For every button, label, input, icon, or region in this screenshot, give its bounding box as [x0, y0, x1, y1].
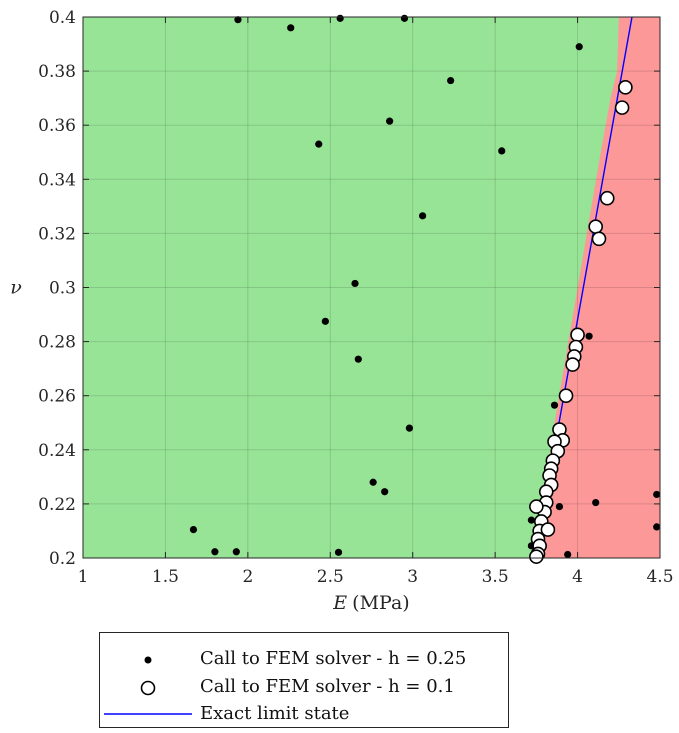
fine-point	[599, 190, 615, 206]
coarse-point	[592, 498, 600, 507]
y-tick-label: 0.32	[38, 224, 76, 244]
y-tick-label: 0.26	[38, 387, 76, 407]
coarse-point	[315, 140, 323, 148]
x-tick-label: 2	[242, 567, 253, 587]
coarse-point	[321, 317, 329, 325]
legend: Call to FEM solver - h = 0.25 Call to FE…	[99, 632, 509, 728]
y-tick-label: 0.4	[49, 8, 76, 28]
coarse-point	[232, 548, 240, 556]
legend-label-coarse: Call to FEM solver - h = 0.25	[200, 648, 467, 669]
coarse-point	[405, 424, 414, 432]
legend-label-fine: Call to FEM solver - h = 0.1	[200, 676, 455, 697]
y-tick-label: 0.2	[49, 549, 76, 569]
coarse-point	[585, 332, 593, 340]
coarse-point	[287, 24, 295, 32]
x-tick-label: 3.5	[482, 567, 509, 587]
coarse-point	[400, 14, 409, 22]
y-tick-label: 0.22	[38, 495, 76, 515]
legend-item-fine: Call to FEM solver - h = 0.1	[100, 674, 508, 704]
coarse-point	[234, 16, 242, 24]
dot-marker-icon	[144, 656, 152, 664]
x-tick-label: 4	[572, 567, 583, 587]
fine-points-layer	[529, 80, 633, 564]
coarse-point	[527, 516, 536, 524]
coarse-point	[334, 548, 343, 556]
coarse-point	[211, 548, 219, 556]
y-tick-label: 0.24	[38, 441, 76, 461]
fine-point	[558, 388, 574, 404]
x-axis-title: E (MPa)	[332, 592, 409, 614]
legend-item-coarse: Call to FEM solver - h = 0.25	[100, 646, 508, 676]
coarse-point	[550, 401, 559, 409]
coarse-point	[447, 76, 455, 85]
fine-point	[565, 357, 580, 372]
legend-label-limit: Exact limit state	[200, 703, 350, 724]
coarse-point	[354, 355, 362, 363]
fine-point	[588, 219, 604, 234]
chart-regions	[83, 17, 660, 558]
coarse-point	[386, 117, 394, 125]
x-tick-label: 1.5	[152, 567, 179, 587]
coarse-point	[653, 523, 661, 531]
y-tick-label: 0.28	[38, 333, 76, 353]
y-tick-label: 0.36	[38, 116, 76, 136]
line-marker-icon	[104, 713, 192, 715]
coarse-point	[351, 279, 359, 288]
coarse-point	[381, 488, 389, 496]
y-tick-label: 0.34	[38, 170, 76, 190]
coarse-point	[575, 43, 583, 51]
coarse-point	[189, 525, 198, 534]
fine-point	[540, 522, 556, 537]
coarse-point	[498, 147, 506, 155]
coarse-point	[336, 14, 344, 22]
coarse-point	[555, 503, 564, 511]
coarse-point	[653, 490, 661, 499]
x-tick-label: 4.5	[646, 567, 673, 587]
y-tick-label: 0.3	[49, 279, 76, 299]
fine-point	[618, 80, 633, 95]
axis-ticks: 1 1.5 2 2.5 3 3.5 4 4.5 0.2 0.22 0.24 0.26 0.28 0.3 0.…	[38, 8, 673, 587]
coarse-point	[564, 550, 572, 559]
fine-point	[529, 499, 544, 514]
circle-marker-icon	[140, 680, 156, 696]
x-tick-label: 3	[407, 567, 418, 587]
legend-item-limit: Exact limit state	[100, 701, 508, 731]
coarse-point	[419, 212, 427, 220]
y-axis-title: ν	[10, 277, 22, 299]
x-tick-label: 1	[78, 567, 89, 587]
fine-point	[529, 549, 544, 564]
fine-point	[570, 327, 585, 343]
x-tick-label: 2.5	[317, 567, 344, 587]
y-tick-label: 0.38	[38, 62, 76, 82]
safe-region	[83, 17, 619, 558]
fine-point	[614, 100, 630, 115]
x-axis-title-units: (MPa)	[352, 592, 410, 614]
chart: 1 1.5 2 2.5 3 3.5 4 4.5 0.2 0.22 0.24 0.26 0.28 0.3 0.…	[10, 8, 673, 614]
fine-point	[591, 231, 607, 247]
coarse-point	[369, 478, 377, 486]
x-axis-title-variable: E	[332, 592, 347, 614]
